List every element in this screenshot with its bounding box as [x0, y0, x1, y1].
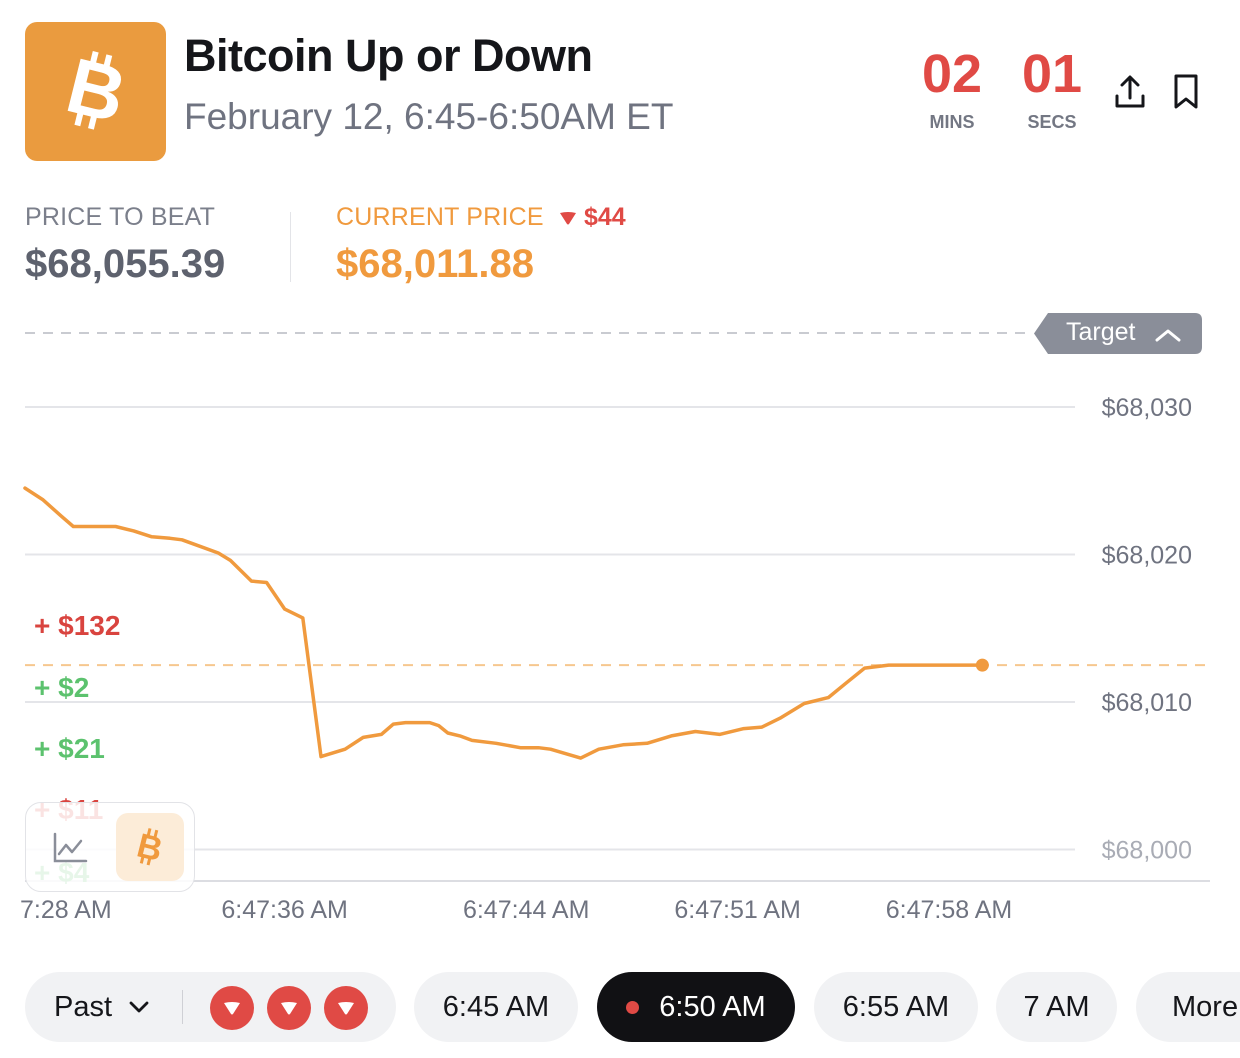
past-separator [182, 990, 183, 1024]
past-result-down[interactable] [324, 986, 368, 1030]
triangle-down-icon [560, 211, 576, 224]
countdown-seconds-label: SECS [1027, 112, 1077, 132]
line-chart-button[interactable] [50, 830, 90, 866]
triangle-down-icon [281, 1002, 297, 1015]
past-label: Past [54, 990, 113, 1023]
share-icon [1115, 75, 1145, 108]
time-slot-label: 6:50 AM [659, 990, 766, 1023]
x-tick-label: 6:47:36 AM [221, 896, 347, 924]
market-subtitle: February 12, 6:45-6:50AM ET [184, 96, 674, 137]
time-slot-label: 6:55 AM [842, 990, 950, 1023]
price-delta: $44 [558, 203, 626, 232]
bookmark-button[interactable] [1166, 70, 1206, 114]
market-logo: B [25, 22, 166, 161]
time-slot-more[interactable]: More [1136, 972, 1240, 1042]
line-chart-icon [53, 832, 88, 863]
bet-amount: + $2 [34, 672, 90, 703]
countdown-seconds-value: 01 [1021, 44, 1083, 104]
price-series-line [23, 486, 985, 760]
past-result-down[interactable] [267, 986, 311, 1030]
y-tick-label: $68,000 [1102, 837, 1192, 865]
target-badge[interactable] [1034, 313, 1202, 354]
live-indicator [626, 1000, 640, 1014]
market-title: Bitcoin Up or Down [184, 30, 593, 81]
time-slot-6-50-am[interactable]: 6:50 AM [597, 972, 795, 1042]
y-tick-label: $68,020 [1102, 542, 1192, 570]
x-tick-label: 6:47:51 AM [674, 896, 800, 924]
countdown-minutes-label: MINS [929, 112, 975, 132]
time-slot-6-55-am[interactable]: 6:55 AM [814, 972, 978, 1042]
time-slot-6-45-am[interactable]: 6:45 AM [414, 972, 578, 1042]
y-tick-label: $68,030 [1102, 394, 1192, 422]
target-label: Target [1066, 318, 1136, 346]
current-price-value: $68,011.88 [336, 242, 534, 286]
price-to-beat-value: $68,055.39 [25, 242, 226, 286]
btc-chart-button[interactable]: B [116, 813, 184, 881]
bet-amount: + $21 [34, 733, 105, 764]
x-tick-label: 6:47:58 AM [886, 896, 1012, 924]
current-price-point [975, 658, 989, 672]
current-price-label: CURRENT PRICE [336, 203, 544, 231]
bitcoin-icon: B [58, 47, 134, 137]
y-tick-label: $68,010 [1102, 689, 1192, 717]
price-delta-value: $44 [584, 203, 626, 231]
time-slot-label: 6:45 AM [442, 990, 550, 1023]
price-to-beat-label: PRICE TO BEAT [25, 203, 216, 231]
price-divider [290, 212, 291, 282]
past-result-down[interactable] [210, 986, 254, 1030]
bet-amount: + $132 [34, 610, 121, 641]
chevron-up-icon [1155, 329, 1181, 342]
x-tick-label: 7:28 AM [20, 896, 112, 924]
x-tick-label: 6:47:44 AM [463, 896, 589, 924]
countdown-minutes: 02 MINS [912, 44, 992, 133]
chevron-down-icon [129, 1001, 149, 1013]
bookmark-icon [1174, 74, 1198, 109]
countdown-minutes-value: 02 [921, 44, 983, 104]
time-slot-label: More [1172, 990, 1239, 1023]
share-button[interactable] [1110, 70, 1150, 114]
time-slot-7-am[interactable]: 7 AM [996, 972, 1117, 1042]
countdown-seconds: 01 SECS [1012, 44, 1092, 133]
bitcoin-icon: B [133, 827, 166, 867]
price-chart: $68,030 $68,020 $68,010 $68,000 7:28 AM 6:47:… [20, 332, 1210, 924]
time-slot-label: 7 AM [1023, 990, 1090, 1023]
triangle-down-icon [338, 1002, 354, 1015]
triangle-down-icon [224, 1002, 240, 1015]
